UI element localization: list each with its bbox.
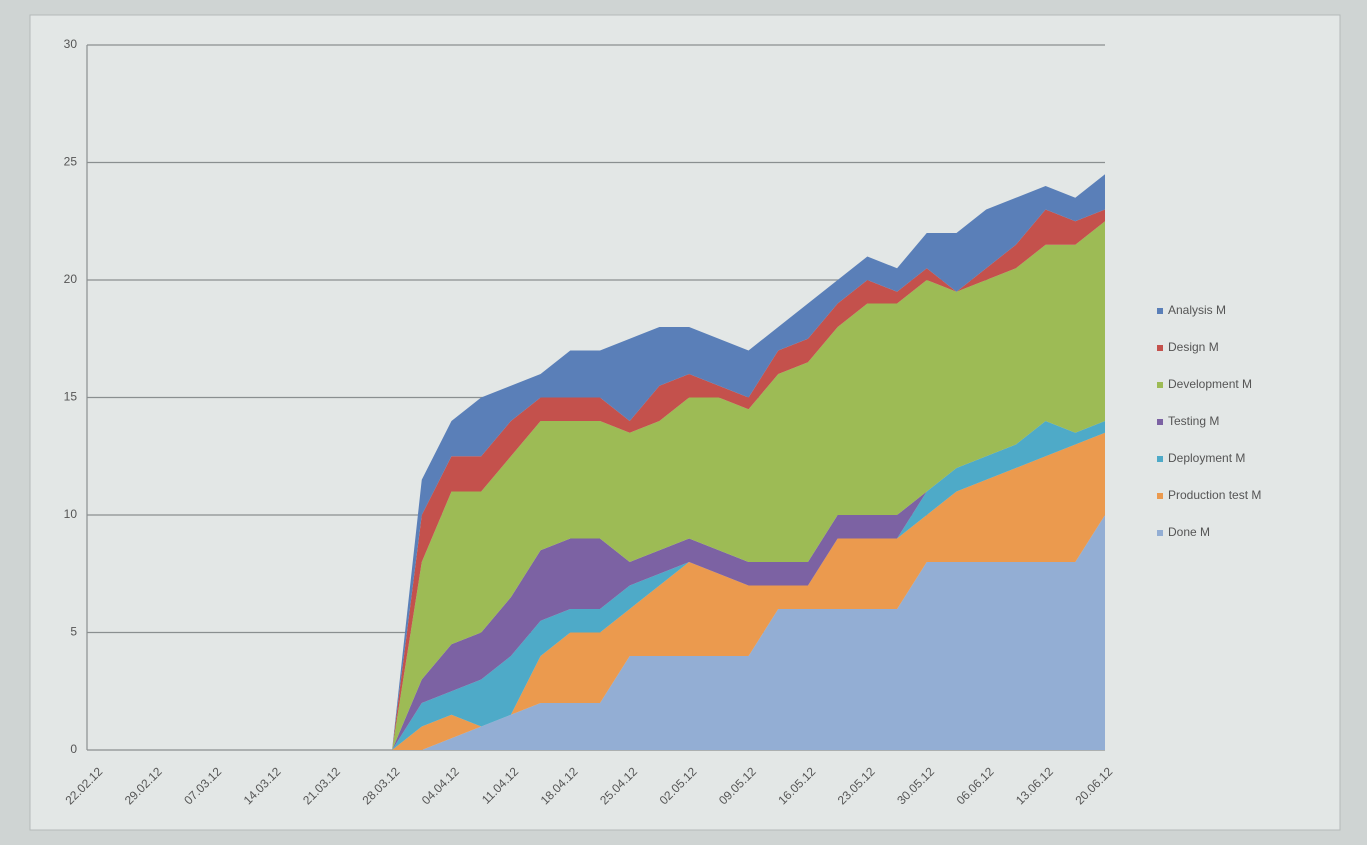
legend-label: Design M — [1168, 340, 1219, 354]
y-tick-label: 25 — [64, 155, 78, 169]
legend-swatch — [1157, 493, 1163, 499]
legend-swatch — [1157, 308, 1163, 314]
page: {"chart_data": {"type": "area", "stacked… — [0, 0, 1367, 845]
legend-label: Production test M — [1168, 488, 1261, 502]
legend-label: Done M — [1168, 525, 1210, 539]
y-tick-label: 15 — [64, 390, 78, 404]
legend-label: Development M — [1168, 377, 1252, 391]
y-tick-label: 0 — [70, 742, 77, 756]
chart: 05101520253022.02.1229.02.1207.03.1214.0… — [0, 0, 1367, 845]
legend-label: Testing M — [1168, 414, 1219, 428]
legend-swatch — [1157, 419, 1163, 425]
y-tick-label: 5 — [70, 625, 77, 639]
y-tick-label: 30 — [64, 37, 78, 51]
legend-swatch — [1157, 345, 1163, 351]
y-tick-label: 20 — [64, 272, 78, 286]
legend-label: Analysis M — [1168, 303, 1226, 317]
legend-swatch — [1157, 382, 1163, 388]
legend-swatch — [1157, 530, 1163, 536]
y-tick-label: 10 — [64, 507, 78, 521]
legend-swatch — [1157, 456, 1163, 462]
legend-label: Deployment M — [1168, 451, 1245, 465]
